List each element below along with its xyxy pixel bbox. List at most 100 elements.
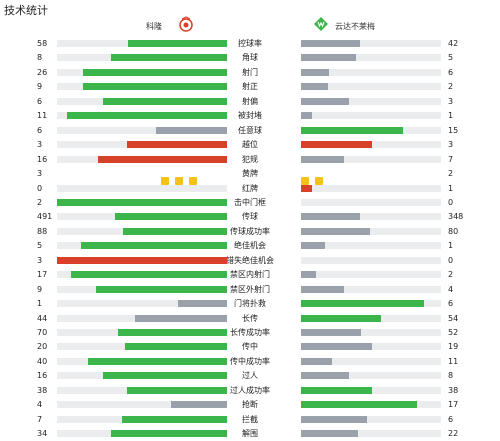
away-bar [301,184,313,192]
home-bar [128,40,227,47]
home-bar-track [57,401,227,409]
home-bar [82,68,227,76]
stat-row: 5 绝佳机会 1 [0,239,500,253]
stat-label: 任意球 [238,125,262,135]
stat-label: 禁区外射门 [230,284,270,294]
away-value: 6 [448,299,454,309]
stat-row: 44 长传 54 [0,312,500,326]
stat-label: 传球成功率 [230,226,270,236]
away-bar-track [301,198,441,206]
stat-row: 0 红牌 1 [0,182,500,196]
stat-row: 34 解围 22 [0,427,500,441]
home-value: 491 [37,212,53,222]
stat-row: 9 禁区外射门 4 [0,283,500,297]
away-team-name: 云达不莱梅 [335,22,375,31]
away-bar [301,40,360,47]
home-bar [125,343,227,351]
home-value: 26 [37,67,48,77]
home-bar-track [57,314,227,322]
away-bar [301,372,349,380]
away-bar-track [301,54,441,62]
stat-label: 解围 [242,429,258,439]
away-bar [301,155,345,163]
away-value: 1 [448,241,454,251]
stat-label: 传中成功率 [230,356,270,366]
home-bar [123,227,227,235]
stat-row: 8 角球 5 [0,51,500,65]
home-value: 16 [37,371,48,381]
stat-label: 犯规 [242,154,258,164]
stat-label: 错失绝佳机会 [226,255,274,265]
away-bar [301,242,325,250]
away-bar [301,386,373,394]
home-value: 58 [37,39,48,48]
away-bar [301,401,418,409]
home-bar [118,329,227,336]
away-bar-track [301,256,441,264]
home-bar [121,415,227,423]
home-value: 0 [37,183,43,193]
stat-row: 7 拦截 6 [0,413,500,427]
away-bar-track [301,112,441,120]
away-value: 0 [448,255,454,265]
home-bar-track [57,386,227,394]
away-value: 3 [448,140,454,150]
away-bar-track [301,155,441,163]
away-value: 5 [448,53,454,63]
home-yellow-cards [155,170,197,189]
away-value: 11 [448,356,459,366]
away-bar-track [301,184,441,192]
stat-row: 1 门将扑救 6 [0,297,500,311]
away-bar [301,329,362,336]
home-bar-track [57,343,227,351]
stat-label: 长传成功率 [230,328,270,337]
stat-label: 绝佳机会 [234,241,266,251]
away-bar [301,126,404,134]
home-value: 34 [37,429,48,439]
stat-label: 长传 [242,313,258,323]
away-bar-track [301,227,441,235]
home-bar [57,198,227,206]
home-bar-track [57,430,227,438]
away-bar-track [301,415,441,423]
home-value: 6 [37,125,43,135]
away-bar-track [301,126,441,134]
away-value: 80 [448,226,459,236]
away-value: 6 [448,67,454,77]
home-bar [57,256,227,264]
away-bar-track [301,430,441,438]
home-bar-track [57,155,227,163]
away-bar [301,314,381,322]
stat-row: 3 黄牌 2 [0,167,500,186]
away-bar [301,112,313,120]
away-value: 2 [448,82,454,92]
stat-label: 过人 [242,371,258,381]
away-bar-track [301,343,441,351]
away-value: 22 [448,429,459,439]
away-bar [301,343,373,351]
stat-row: 491 传球 348 [0,210,500,224]
away-value: 1 [448,183,454,193]
away-bar [301,227,370,235]
away-bar-track [301,285,441,293]
yellow-card-icon [189,177,197,186]
away-bar-track [301,314,441,322]
home-value: 1 [37,299,43,309]
away-value: 4 [448,284,454,294]
away-value: 38 [448,385,459,395]
home-bar-track [57,184,227,192]
away-bar-track [301,401,441,409]
away-bar-track [301,97,441,105]
home-bar [67,112,227,120]
home-bar-track [57,141,227,149]
stat-label: 拦截 [242,414,258,424]
stat-row: 6 任意球 15 [0,124,500,138]
home-value: 20 [37,342,48,352]
home-bar-track [57,198,227,206]
stat-label: 击中门框 [234,197,266,207]
home-bar-track [57,271,227,279]
away-yellow-cards [301,170,323,189]
yellow-card-icon [175,177,183,186]
home-bar [97,155,227,163]
home-bar [155,126,227,134]
